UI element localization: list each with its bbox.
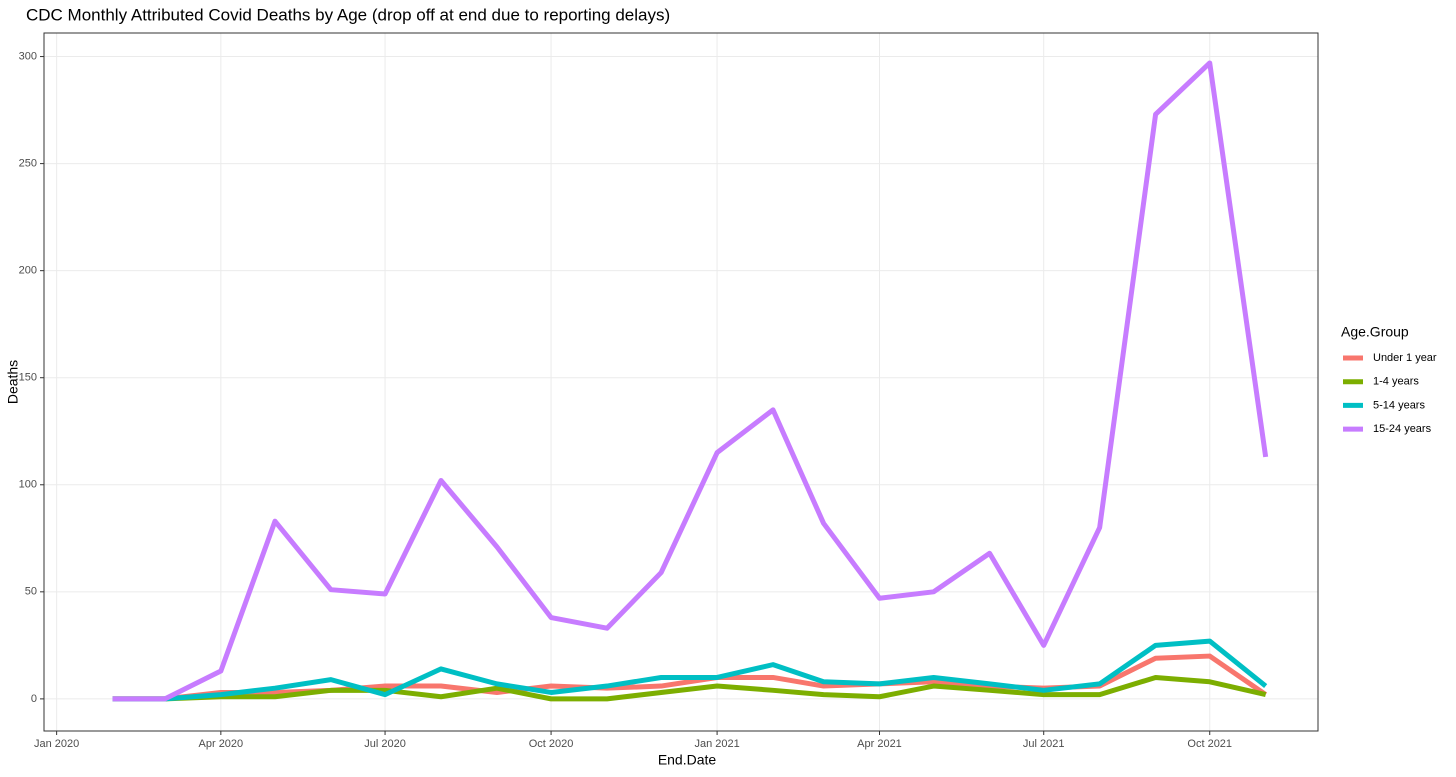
x-tick-label: Jul 2020: [364, 738, 406, 750]
x-tick-label: Apr 2020: [199, 738, 244, 750]
legend-label: 1-4 years: [1373, 376, 1419, 388]
legend-label: Under 1 year: [1373, 352, 1437, 364]
y-tick-label: 150: [19, 372, 37, 384]
x-tick-label: Oct 2020: [529, 738, 574, 750]
y-tick-label: 100: [19, 479, 37, 491]
legend-title: Age.Group: [1341, 324, 1409, 340]
series-line: [112, 60, 1269, 702]
series-line: [112, 638, 1268, 702]
y-axis-title: Deaths: [5, 360, 21, 404]
legend-label: 5-14 years: [1373, 399, 1425, 411]
x-tick-label: Jul 2021: [1023, 738, 1065, 750]
legend-label: 15-24 years: [1373, 423, 1432, 435]
y-tick-label: 0: [31, 693, 37, 705]
y-tick-label: 300: [19, 50, 37, 62]
x-axis-title: End.Date: [658, 752, 717, 768]
y-tick-label: 200: [19, 265, 37, 277]
series-line: [112, 674, 1267, 702]
x-tick-label: Oct 2021: [1187, 738, 1232, 750]
chart-title: CDC Monthly Attributed Covid Deaths by A…: [26, 5, 670, 24]
plot-border: [43, 32, 1319, 732]
y-tick-label: 50: [25, 586, 37, 598]
x-tick-label: Jan 2020: [34, 738, 79, 750]
x-tick-label: Apr 2021: [857, 738, 902, 750]
x-tick-label: Jan 2021: [694, 738, 739, 750]
y-tick-label: 250: [19, 158, 37, 170]
